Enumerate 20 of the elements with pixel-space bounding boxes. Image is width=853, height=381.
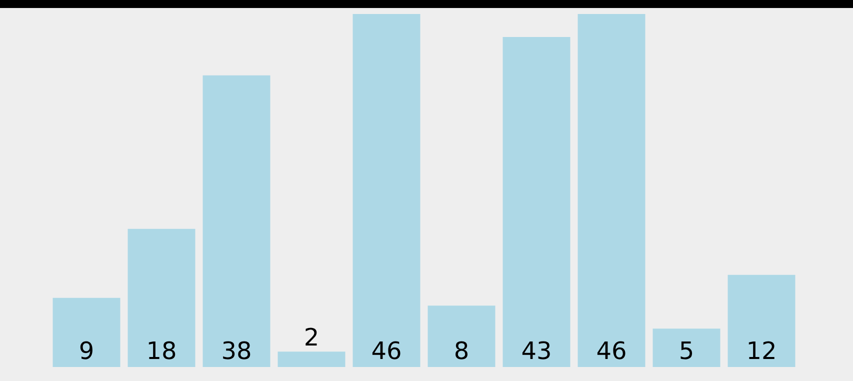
data-label: 46 [596,337,627,365]
data-label: 9 [78,337,94,365]
bar [278,352,346,367]
bar [128,228,196,367]
data-label: 46 [371,337,402,365]
bar [52,298,120,367]
data-label: 5 [678,337,694,365]
bar [502,37,570,367]
bar [652,328,720,367]
bar [728,274,796,367]
bar [428,306,496,367]
data-label: 43 [521,337,552,365]
data-label: 18 [146,337,177,365]
bar [352,14,420,367]
data-label: 12 [746,337,777,365]
bar [202,75,270,367]
data-label: 38 [221,337,252,365]
data-label: 8 [454,337,470,365]
bar [578,14,646,367]
data-label: 2 [304,324,320,352]
